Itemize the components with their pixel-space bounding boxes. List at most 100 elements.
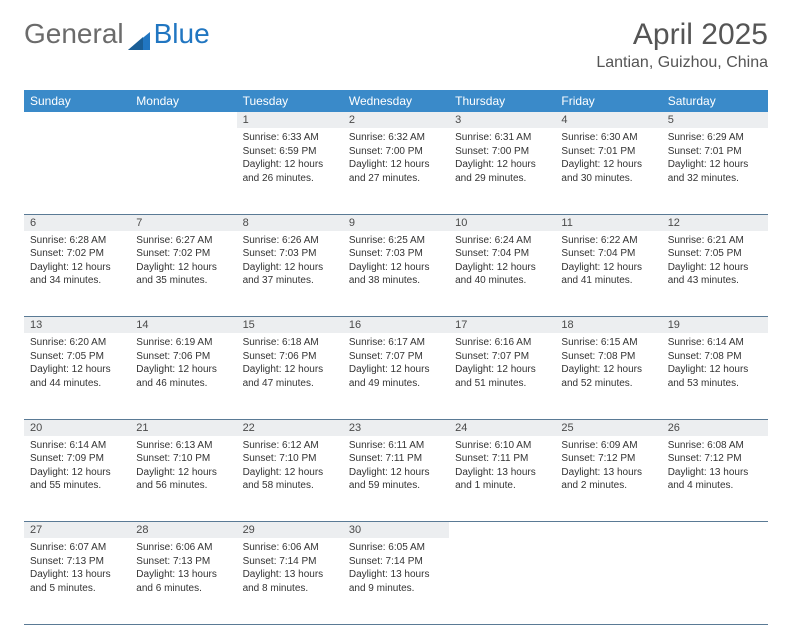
sunrise-text: Sunrise: 6:07 AM: [30, 541, 124, 555]
day-content-row: Sunrise: 6:33 AMSunset: 6:59 PMDaylight:…: [24, 128, 768, 214]
weekday-header: Saturday: [662, 90, 768, 112]
sunset-text: Sunset: 7:05 PM: [668, 247, 762, 261]
sunset-text: Sunset: 7:00 PM: [349, 145, 443, 159]
day-number-row: 13141516171819: [24, 317, 768, 334]
daylight-text: Daylight: 13 hours and 4 minutes.: [668, 466, 762, 493]
day-cell: Sunrise: 6:14 AMSunset: 7:09 PMDaylight:…: [24, 436, 130, 522]
day-number: 27: [24, 522, 130, 538]
header: General Blue April 2025 Lantian, Guizhou…: [24, 18, 768, 72]
daylight-text: Daylight: 13 hours and 9 minutes.: [349, 568, 443, 595]
sunset-text: Sunset: 6:59 PM: [243, 145, 337, 159]
daylight-text: Daylight: 12 hours and 46 minutes.: [136, 363, 230, 390]
day-number: 21: [130, 420, 236, 436]
day-cell: Sunrise: 6:17 AMSunset: 7:07 PMDaylight:…: [343, 333, 449, 419]
daylight-text: Daylight: 12 hours and 51 minutes.: [455, 363, 549, 390]
day-number-row: 12345: [24, 112, 768, 128]
day-content: Sunrise: 6:17 AMSunset: 7:07 PMDaylight:…: [343, 333, 449, 394]
day-content: Sunrise: 6:18 AMSunset: 7:06 PMDaylight:…: [237, 333, 343, 394]
sunset-text: Sunset: 7:14 PM: [349, 555, 443, 569]
logo-text-1: General: [24, 18, 124, 50]
daylight-text: Daylight: 12 hours and 47 minutes.: [243, 363, 337, 390]
logo-sail-icon: [128, 25, 150, 43]
day-content: Sunrise: 6:22 AMSunset: 7:04 PMDaylight:…: [555, 231, 661, 292]
day-content: Sunrise: 6:11 AMSunset: 7:11 PMDaylight:…: [343, 436, 449, 497]
day-content: Sunrise: 6:12 AMSunset: 7:10 PMDaylight:…: [237, 436, 343, 497]
day-cell: Sunrise: 6:28 AMSunset: 7:02 PMDaylight:…: [24, 231, 130, 317]
day-cell: Sunrise: 6:27 AMSunset: 7:02 PMDaylight:…: [130, 231, 236, 317]
daylight-text: Daylight: 12 hours and 32 minutes.: [668, 158, 762, 185]
day-number-cell: 20: [24, 419, 130, 436]
day-cell: [24, 128, 130, 214]
sunrise-text: Sunrise: 6:14 AM: [30, 439, 124, 453]
sunrise-text: Sunrise: 6:24 AM: [455, 234, 549, 248]
day-cell: Sunrise: 6:24 AMSunset: 7:04 PMDaylight:…: [449, 231, 555, 317]
sunset-text: Sunset: 7:14 PM: [243, 555, 337, 569]
daylight-text: Daylight: 12 hours and 41 minutes.: [561, 261, 655, 288]
sunrise-text: Sunrise: 6:21 AM: [668, 234, 762, 248]
day-content: Sunrise: 6:33 AMSunset: 6:59 PMDaylight:…: [237, 128, 343, 189]
day-number-cell: 13: [24, 317, 130, 334]
daylight-text: Daylight: 12 hours and 53 minutes.: [668, 363, 762, 390]
day-content: Sunrise: 6:06 AMSunset: 7:13 PMDaylight:…: [130, 538, 236, 599]
day-cell: Sunrise: 6:06 AMSunset: 7:14 PMDaylight:…: [237, 538, 343, 624]
day-content: Sunrise: 6:26 AMSunset: 7:03 PMDaylight:…: [237, 231, 343, 292]
sunrise-text: Sunrise: 6:11 AM: [349, 439, 443, 453]
day-number: 11: [555, 215, 661, 231]
daylight-text: Daylight: 12 hours and 44 minutes.: [30, 363, 124, 390]
day-number-cell: 7: [130, 214, 236, 231]
weekday-header: Wednesday: [343, 90, 449, 112]
day-number: 19: [662, 317, 768, 333]
day-content: Sunrise: 6:20 AMSunset: 7:05 PMDaylight:…: [24, 333, 130, 394]
day-content-row: Sunrise: 6:28 AMSunset: 7:02 PM Daylight:…: [24, 231, 768, 317]
sunrise-text: Sunrise: 6:08 AM: [668, 439, 762, 453]
day-number-cell: 4: [555, 112, 661, 128]
day-content: Sunrise: 6:29 AMSunset: 7:01 PMDaylight:…: [662, 128, 768, 189]
day-number-cell: 12: [662, 214, 768, 231]
weekday-header: Thursday: [449, 90, 555, 112]
daylight-text: Daylight: 12 hours and 35 minutes.: [136, 261, 230, 288]
day-number-cell: 15: [237, 317, 343, 334]
daylight-text: Daylight: 13 hours and 8 minutes.: [243, 568, 337, 595]
day-number: 16: [343, 317, 449, 333]
day-number: 23: [343, 420, 449, 436]
day-cell: [130, 128, 236, 214]
day-number: 15: [237, 317, 343, 333]
logo: General Blue: [24, 18, 210, 50]
day-number-cell: 26: [662, 419, 768, 436]
day-number-cell: 14: [130, 317, 236, 334]
day-number: 24: [449, 420, 555, 436]
sunrise-text: Sunrise: 6:28 AM: [30, 234, 124, 248]
sunset-text: Sunset: 7:04 PM: [455, 247, 549, 261]
sunrise-text: Sunrise: 6:20 AM: [30, 336, 124, 350]
day-number-row: 27282930: [24, 522, 768, 539]
day-number-cell: 18: [555, 317, 661, 334]
day-content: Sunrise: 6:13 AMSunset: 7:10 PMDaylight:…: [130, 436, 236, 497]
sunset-text: Sunset: 7:02 PM: [30, 247, 124, 261]
weekday-header: Sunday: [24, 90, 130, 112]
calendar-table: Sunday Monday Tuesday Wednesday Thursday…: [24, 90, 768, 625]
sunset-text: Sunset: 7:03 PM: [349, 247, 443, 261]
sunset-text: Sunset: 7:01 PM: [561, 145, 655, 159]
day-cell: Sunrise: 6:25 AMSunset: 7:03 PMDaylight:…: [343, 231, 449, 317]
day-cell: Sunrise: 6:14 AMSunset: 7:08 PMDaylight:…: [662, 333, 768, 419]
sunset-text: Sunset: 7:03 PM: [243, 247, 337, 261]
daylight-text: Daylight: 12 hours and 29 minutes.: [455, 158, 549, 185]
day-number-cell: [130, 112, 236, 128]
daylight-text: Daylight: 13 hours and 1 minute.: [455, 466, 549, 493]
day-content: Sunrise: 6:25 AMSunset: 7:03 PMDaylight:…: [343, 231, 449, 292]
day-content: Sunrise: 6:28 AMSunset: 7:02 PMDaylight:…: [24, 231, 130, 292]
sunset-text: Sunset: 7:05 PM: [30, 350, 124, 364]
sunset-text: Sunset: 7:09 PM: [30, 452, 124, 466]
day-cell: Sunrise: 6:18 AMSunset: 7:06 PMDaylight:…: [237, 333, 343, 419]
day-cell: [555, 538, 661, 624]
day-number-cell: 8: [237, 214, 343, 231]
sunrise-text: Sunrise: 6:16 AM: [455, 336, 549, 350]
sunrise-text: Sunrise: 6:12 AM: [243, 439, 337, 453]
day-content: Sunrise: 6:15 AMSunset: 7:08 PMDaylight:…: [555, 333, 661, 394]
sunrise-text: Sunrise: 6:32 AM: [349, 131, 443, 145]
daylight-text: Daylight: 12 hours and 59 minutes.: [349, 466, 443, 493]
day-number: 26: [662, 420, 768, 436]
sunrise-text: Sunrise: 6:06 AM: [243, 541, 337, 555]
sunrise-text: Sunrise: 6:06 AM: [136, 541, 230, 555]
sunrise-text: Sunrise: 6:13 AM: [136, 439, 230, 453]
